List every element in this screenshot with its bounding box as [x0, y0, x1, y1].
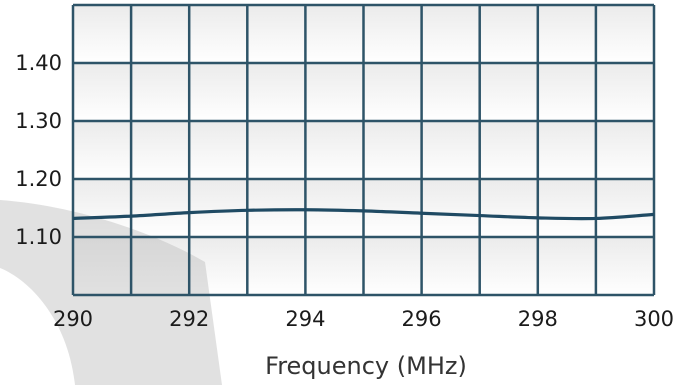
x-tick-label: 296 — [402, 307, 442, 331]
y-tick-label: 1.30 — [15, 109, 62, 133]
x-tick-label: 298 — [518, 307, 558, 331]
x-tick-label: 290 — [53, 307, 93, 331]
x-tick-label: 300 — [634, 307, 674, 331]
y-axis-tick-labels: 1.10 1.20 1.30 1.40 — [15, 51, 62, 249]
y-tick-label: 1.10 — [15, 225, 62, 249]
y-tick-label: 1.20 — [15, 167, 62, 191]
y-tick-label: 1.40 — [15, 51, 62, 75]
watermark-shape — [0, 200, 222, 385]
x-axis-tick-labels: 290 292 294 296 298 300 — [53, 307, 674, 331]
x-tick-label: 294 — [285, 307, 325, 331]
series-line — [72, 208, 655, 221]
grid — [71, 3, 656, 297]
x-axis-title: Frequency (MHz) — [265, 352, 467, 380]
x-tick-label: 292 — [169, 307, 209, 331]
series-layer — [72, 208, 655, 221]
